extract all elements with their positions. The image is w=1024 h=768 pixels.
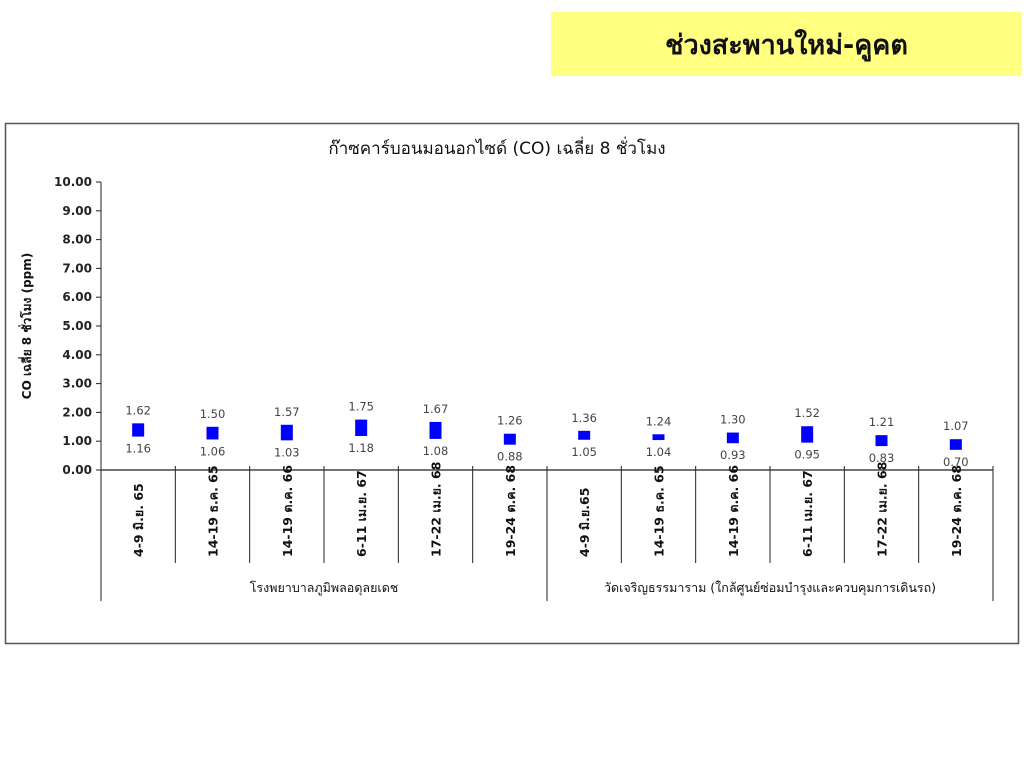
range-bar — [429, 421, 442, 439]
min-value-label: 0.88 — [497, 450, 523, 464]
max-value-label: 1.30 — [720, 413, 746, 427]
max-value-label: 1.21 — [869, 415, 895, 429]
header-banner: ช่วงสะพานใหม่-คูคต — [551, 12, 1022, 76]
y-axis-label: CO เฉลี่ย 8 ชั่วโมง (ppm) — [18, 253, 34, 399]
min-value-label: 1.16 — [125, 442, 151, 456]
max-value-label: 1.26 — [497, 414, 523, 428]
y-tick-label: 10.00 — [54, 175, 92, 189]
max-value-label: 1.24 — [646, 414, 672, 428]
range-bar — [726, 432, 739, 444]
chart-frame — [4, 122, 1020, 645]
x-tick-label: 19-24 ต.ค. 68 — [503, 465, 518, 557]
x-tick-label: 6-11 เม.ย. 67 — [800, 470, 815, 557]
min-value-label: 0.95 — [794, 448, 820, 462]
min-value-label: 1.05 — [571, 445, 597, 459]
max-value-label: 1.62 — [125, 403, 151, 417]
min-value-label: 0.83 — [869, 451, 895, 465]
x-tick-label: 4-9 มิ.ย. 65 — [131, 483, 146, 557]
x-tick-label: 14-19 ธ.ค. 65 — [206, 465, 221, 557]
min-value-label: 0.70 — [943, 455, 969, 469]
max-value-label: 1.67 — [423, 402, 449, 416]
min-value-label: 1.18 — [348, 441, 374, 455]
y-tick-label: 0.00 — [62, 463, 92, 477]
x-tick-label: 14-19 ต.ค. 66 — [280, 465, 295, 557]
x-tick-label: 14-19 ต.ค. 66 — [726, 465, 741, 557]
min-value-label: 1.03 — [274, 445, 300, 459]
y-tick-label: 2.00 — [62, 405, 92, 419]
range-bar — [875, 435, 888, 447]
max-value-label: 1.52 — [794, 406, 820, 420]
range-bar — [949, 439, 962, 450]
min-value-label: 0.93 — [720, 448, 746, 462]
x-tick-label: 4-9 มิ.ย.65 — [577, 488, 592, 557]
chart-title: ก๊าซคาร์บอนมอนอกไซด์ (CO) เฉลี่ย 8 ชั่วโ… — [328, 136, 665, 159]
range-bar — [652, 434, 665, 441]
range-bar — [355, 419, 368, 437]
group-label: โรงพยาบาลภูมิพลอดุลยเดช — [250, 580, 399, 596]
min-value-label: 1.06 — [200, 444, 226, 458]
range-bar — [206, 426, 219, 440]
max-value-label: 1.07 — [943, 419, 969, 433]
max-value-label: 1.36 — [571, 411, 597, 425]
y-tick-label: 6.00 — [62, 290, 92, 304]
range-bar — [578, 430, 591, 440]
range-bar — [280, 424, 293, 441]
y-tick-label: 7.00 — [62, 261, 92, 275]
range-bar — [801, 426, 814, 443]
y-tick-label: 1.00 — [62, 434, 92, 448]
min-value-label: 1.04 — [646, 445, 672, 459]
group-label: วัดเจริญธรรมาราม (ใกล้ศูนย์ซ่อมบำรุงและค… — [604, 580, 936, 596]
y-tick-label: 5.00 — [62, 319, 92, 333]
min-value-label: 1.08 — [423, 444, 449, 458]
y-tick-label: 3.00 — [62, 377, 92, 391]
x-tick-label: 17-22 เม.ย. 68 — [875, 462, 890, 557]
x-tick-label: 17-22 เม.ย. 68 — [429, 462, 444, 557]
x-tick-label: 14-19 ธ.ค. 65 — [652, 465, 667, 557]
max-value-label: 1.50 — [200, 407, 226, 421]
max-value-label: 1.75 — [348, 400, 374, 414]
y-tick-label: 4.00 — [62, 348, 92, 362]
x-tick-label: 6-11 เม.ย. 67 — [354, 470, 369, 557]
page-title: ช่วงสะพานใหม่-คูคต — [665, 29, 908, 61]
x-tick-label: 19-24 ต.ค. 68 — [949, 465, 964, 557]
range-bar — [503, 433, 516, 445]
max-value-label: 1.57 — [274, 405, 300, 419]
range-bar — [132, 423, 145, 437]
y-tick-label: 9.00 — [62, 204, 92, 218]
y-tick-label: 8.00 — [62, 233, 92, 247]
